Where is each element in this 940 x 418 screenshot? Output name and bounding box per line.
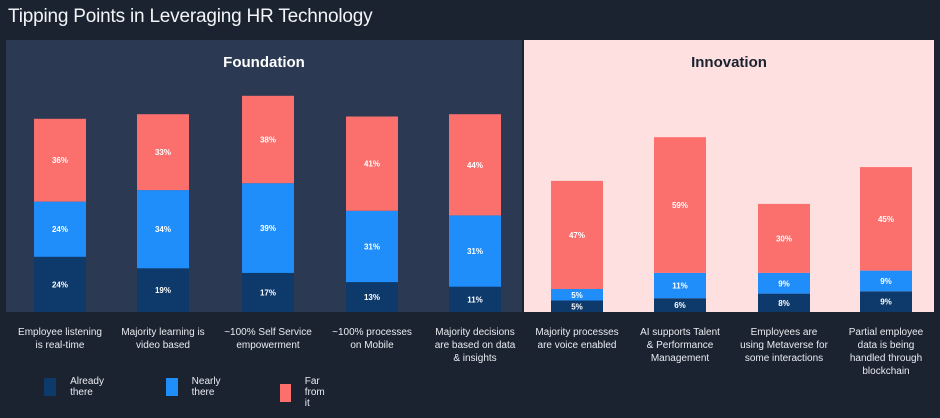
data-label-nearly-there-8: 9% xyxy=(778,279,790,288)
category-label-9-line-3: handled through xyxy=(850,353,922,364)
bar-segment-already-there-7 xyxy=(654,298,706,312)
bar-segment-already-there-8 xyxy=(758,293,810,312)
category-label-8-line-1: Employees are xyxy=(751,327,818,338)
bar-segment-already-there-4 xyxy=(346,282,398,312)
bar-segment-far-from-it-8 xyxy=(758,203,810,273)
data-label-far-from-it-8: 30% xyxy=(776,234,792,243)
bar-segment-already-there-2 xyxy=(137,268,189,312)
bar-segment-already-there-3 xyxy=(242,272,294,312)
legend-label-nearly-there: Nearly there xyxy=(191,376,221,398)
bar-segment-nearly-there-3 xyxy=(242,183,294,273)
category-label-8-line-2: using Metaverse for xyxy=(740,340,828,351)
data-label-nearly-there-7: 11% xyxy=(672,282,688,291)
category-label-1-line-1: Employee listening xyxy=(18,327,102,338)
data-label-far-from-it-2: 33% xyxy=(155,148,171,157)
data-label-nearly-there-2: 34% xyxy=(155,225,171,234)
bar-segment-nearly-there-6 xyxy=(551,289,603,301)
bar-segment-nearly-there-5 xyxy=(449,215,501,287)
data-label-far-from-it-1: 36% xyxy=(52,156,68,165)
data-label-nearly-there-4: 31% xyxy=(364,242,380,251)
data-label-nearly-there-9: 9% xyxy=(880,277,892,286)
data-label-far-from-it-5: 44% xyxy=(467,161,483,170)
category-label-5-line-2: are based on data xyxy=(435,340,516,351)
data-label-far-from-it-4: 41% xyxy=(364,160,380,169)
category-label-6-line-2: are voice enabled xyxy=(538,340,617,351)
data-label-nearly-there-5: 31% xyxy=(467,247,483,256)
data-label-already-there-7: 6% xyxy=(674,301,686,310)
bar-segment-far-from-it-9 xyxy=(860,167,912,271)
bar-segment-nearly-there-1 xyxy=(34,201,86,257)
category-label-4-line-2: on Mobile xyxy=(350,340,394,351)
data-label-nearly-there-6: 5% xyxy=(571,291,583,300)
category-label-5-line-3: & insights xyxy=(453,353,496,364)
category-label-3-line-2: empowerment xyxy=(236,340,300,351)
legend-swatch-already-there xyxy=(44,378,57,396)
category-label-2-line-2: video based xyxy=(136,340,190,351)
bar-segment-far-from-it-6 xyxy=(551,180,603,289)
bar-segment-already-there-5 xyxy=(449,286,501,312)
category-label-7-line-1: AI supports Talent xyxy=(640,327,720,338)
category-label-4-line-1: ~100% processes xyxy=(332,327,412,338)
data-label-already-there-4: 13% xyxy=(364,293,380,302)
data-label-already-there-8: 8% xyxy=(778,299,790,308)
legend-swatch-nearly-there xyxy=(166,378,178,396)
data-label-nearly-there-1: 24% xyxy=(52,225,68,234)
bar-segment-far-from-it-5 xyxy=(449,114,501,216)
innovation-panel-title: Innovation xyxy=(691,54,767,71)
data-label-already-there-2: 19% xyxy=(155,286,171,295)
category-label-2-line-1: Majority learning is xyxy=(121,327,204,338)
bar-segment-nearly-there-4 xyxy=(346,210,398,283)
legend-item-already-there: Already there xyxy=(44,376,110,398)
category-label-9-line-2: data is being xyxy=(858,340,915,351)
category-label-3-line-1: ~100% Self Service xyxy=(224,327,312,338)
legend-item-far-from-it: Far from it xyxy=(280,376,332,409)
data-label-far-from-it-7: 59% xyxy=(672,201,688,210)
chart-title: Tipping Points in Leveraging HR Technolo… xyxy=(8,6,373,27)
bar-segment-already-there-6 xyxy=(551,300,603,312)
data-label-far-from-it-6: 47% xyxy=(569,231,585,240)
bar-segment-far-from-it-1 xyxy=(34,118,86,202)
category-label-9-line-4: blockchain xyxy=(862,366,909,377)
foundation-panel-title: Foundation xyxy=(223,54,305,71)
bar-segment-far-from-it-7 xyxy=(654,137,706,273)
data-label-already-there-6: 5% xyxy=(571,302,583,311)
data-label-already-there-5: 11% xyxy=(467,295,483,304)
bar-segment-already-there-1 xyxy=(34,256,86,312)
data-label-already-there-9: 9% xyxy=(880,298,892,307)
category-label-6-line-1: Majority processes xyxy=(535,327,618,338)
bar-segment-nearly-there-7 xyxy=(654,272,706,299)
legend-label-far-from-it: Far from it xyxy=(304,376,325,409)
category-label-9-line-1: Partial employee xyxy=(849,327,924,338)
bar-segment-far-from-it-3 xyxy=(242,95,294,184)
bar-segment-far-from-it-4 xyxy=(346,116,398,211)
data-label-nearly-there-3: 39% xyxy=(260,224,276,233)
data-label-far-from-it-3: 38% xyxy=(260,136,276,145)
data-label-already-there-3: 17% xyxy=(260,288,276,297)
legend-swatch-far-from-it xyxy=(280,383,291,402)
category-label-1-line-2: is real-time xyxy=(36,340,85,351)
bar-segment-nearly-there-2 xyxy=(137,190,189,269)
category-label-7-line-3: Management xyxy=(651,353,710,364)
bar-segment-already-there-9 xyxy=(860,291,912,312)
data-label-already-there-1: 24% xyxy=(52,280,68,289)
bar-segment-far-from-it-2 xyxy=(137,114,189,191)
legend-item-nearly-there: Nearly there xyxy=(166,376,227,398)
bar-segment-nearly-there-8 xyxy=(758,272,810,294)
category-label-8-line-3: some interactions xyxy=(745,353,823,364)
bar-segment-nearly-there-9 xyxy=(860,270,912,292)
legend-label-already-there: Already there xyxy=(70,376,104,398)
category-label-5-line-1: Majority decisions xyxy=(435,327,514,338)
data-label-far-from-it-9: 45% xyxy=(878,215,894,224)
category-label-7-line-2: & Performance xyxy=(647,340,714,351)
